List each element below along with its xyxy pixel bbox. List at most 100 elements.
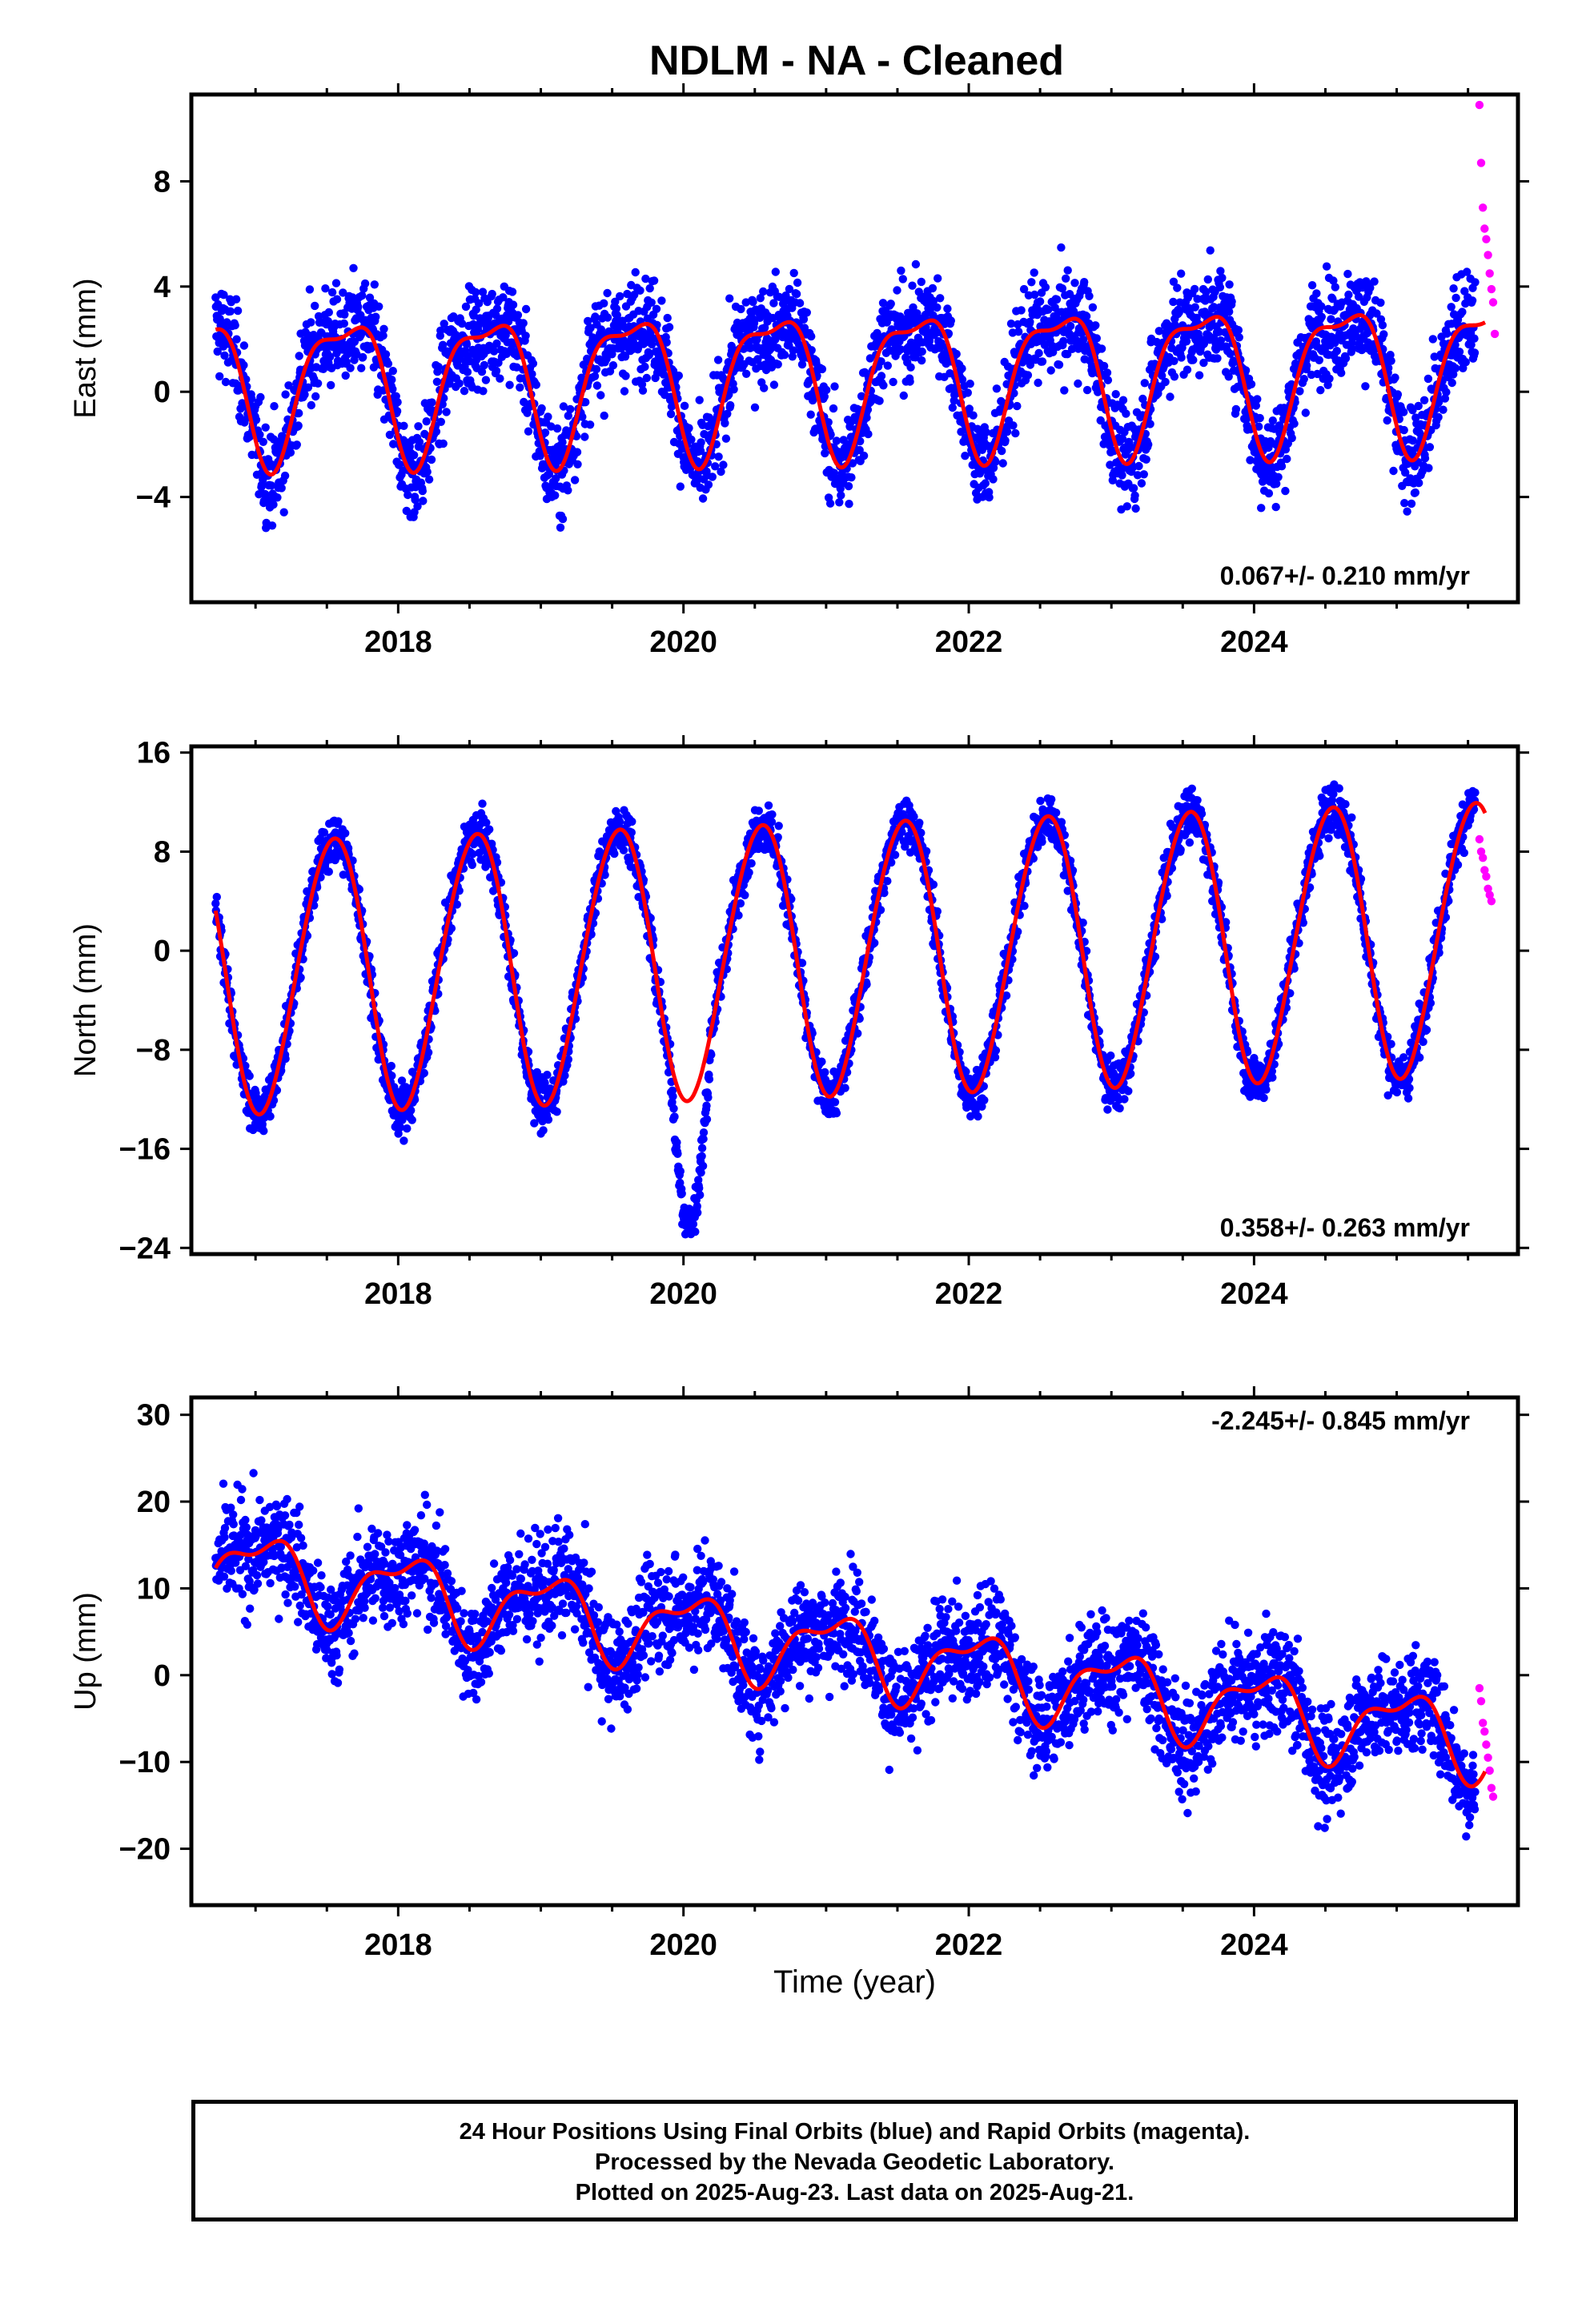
data-point bbox=[1327, 315, 1335, 324]
data-point bbox=[600, 411, 608, 420]
data-point bbox=[1378, 320, 1387, 330]
data-point bbox=[859, 451, 869, 460]
data-point bbox=[1376, 298, 1385, 308]
data-point bbox=[829, 404, 838, 413]
data-point bbox=[1177, 269, 1186, 278]
data-point bbox=[395, 460, 404, 468]
data-point bbox=[442, 408, 451, 416]
data-point bbox=[1470, 334, 1479, 343]
data-point bbox=[1177, 353, 1186, 362]
data-point bbox=[413, 502, 422, 511]
data-point bbox=[845, 419, 855, 428]
data-point bbox=[1332, 347, 1342, 356]
data-point bbox=[822, 385, 831, 395]
data-point bbox=[808, 396, 817, 405]
data-point bbox=[1407, 499, 1416, 509]
data-point bbox=[286, 448, 295, 457]
data-point bbox=[1420, 454, 1430, 463]
data-point bbox=[799, 315, 809, 324]
data-point bbox=[1218, 273, 1227, 283]
data-point bbox=[1414, 401, 1423, 411]
data-point bbox=[600, 870, 609, 879]
data-point bbox=[424, 475, 434, 484]
data-point bbox=[905, 377, 914, 386]
data-point bbox=[1182, 337, 1191, 346]
data-point bbox=[1329, 276, 1338, 285]
data-point bbox=[409, 451, 419, 460]
data-point bbox=[1383, 416, 1391, 425]
data-point bbox=[1058, 284, 1067, 293]
data-point bbox=[780, 351, 789, 360]
data-point bbox=[341, 371, 350, 380]
data-point bbox=[280, 471, 290, 480]
data-point bbox=[825, 499, 835, 508]
data-point bbox=[319, 828, 329, 837]
data-point bbox=[520, 397, 528, 407]
data-point bbox=[989, 475, 998, 484]
data-point bbox=[817, 364, 827, 374]
data-point bbox=[346, 364, 355, 372]
data-point bbox=[1447, 303, 1456, 312]
data-point bbox=[509, 949, 519, 958]
data-point bbox=[612, 311, 621, 320]
data-point bbox=[754, 806, 763, 815]
data-point bbox=[821, 448, 829, 458]
data-point bbox=[591, 312, 600, 321]
data-point bbox=[807, 346, 816, 355]
data-point bbox=[674, 371, 683, 380]
data-point bbox=[767, 818, 777, 826]
data-point bbox=[1170, 356, 1178, 365]
data-point bbox=[848, 459, 857, 468]
data-point bbox=[279, 508, 288, 517]
data-point bbox=[397, 1076, 407, 1085]
data-point bbox=[612, 304, 620, 313]
data-point bbox=[1215, 283, 1225, 292]
rapid-point bbox=[1480, 224, 1489, 233]
data-point bbox=[1034, 378, 1042, 388]
data-point bbox=[455, 887, 464, 895]
data-point bbox=[616, 817, 624, 826]
data-point bbox=[917, 356, 926, 365]
data-point bbox=[311, 392, 320, 401]
data-point bbox=[1415, 478, 1423, 488]
data-point bbox=[621, 372, 630, 380]
data-point bbox=[1010, 388, 1018, 398]
data-point bbox=[474, 299, 484, 308]
data-point bbox=[631, 267, 640, 277]
data-point bbox=[423, 468, 432, 476]
data-point bbox=[432, 377, 442, 386]
x-tick-label: 2018 bbox=[364, 625, 432, 659]
data-point bbox=[1231, 404, 1241, 414]
data-point bbox=[666, 409, 676, 419]
data-point bbox=[1023, 371, 1033, 380]
data-point bbox=[698, 1161, 708, 1171]
data-point bbox=[697, 1152, 706, 1161]
data-point bbox=[1074, 379, 1082, 388]
data-point bbox=[883, 361, 893, 370]
data-point bbox=[1169, 277, 1178, 286]
data-point bbox=[564, 1055, 572, 1064]
data-point bbox=[1264, 489, 1274, 498]
data-point bbox=[256, 392, 265, 402]
data-point bbox=[482, 818, 491, 827]
data-point bbox=[1323, 380, 1332, 389]
data-point bbox=[769, 380, 779, 389]
data-point bbox=[1387, 356, 1395, 365]
data-point bbox=[556, 523, 565, 532]
data-point bbox=[691, 1227, 700, 1236]
data-point bbox=[773, 833, 782, 842]
data-point bbox=[832, 436, 841, 445]
data-point bbox=[917, 347, 926, 356]
data-point bbox=[830, 1098, 840, 1107]
data-point bbox=[695, 396, 704, 404]
data-point bbox=[1057, 243, 1066, 252]
data-point bbox=[392, 407, 402, 416]
data-point bbox=[513, 311, 523, 320]
data-point bbox=[802, 308, 811, 317]
data-point bbox=[1295, 387, 1304, 396]
data-point bbox=[295, 408, 303, 418]
data-point bbox=[644, 351, 653, 360]
data-point bbox=[893, 286, 901, 295]
data-point bbox=[750, 403, 760, 412]
data-point bbox=[1034, 348, 1043, 358]
